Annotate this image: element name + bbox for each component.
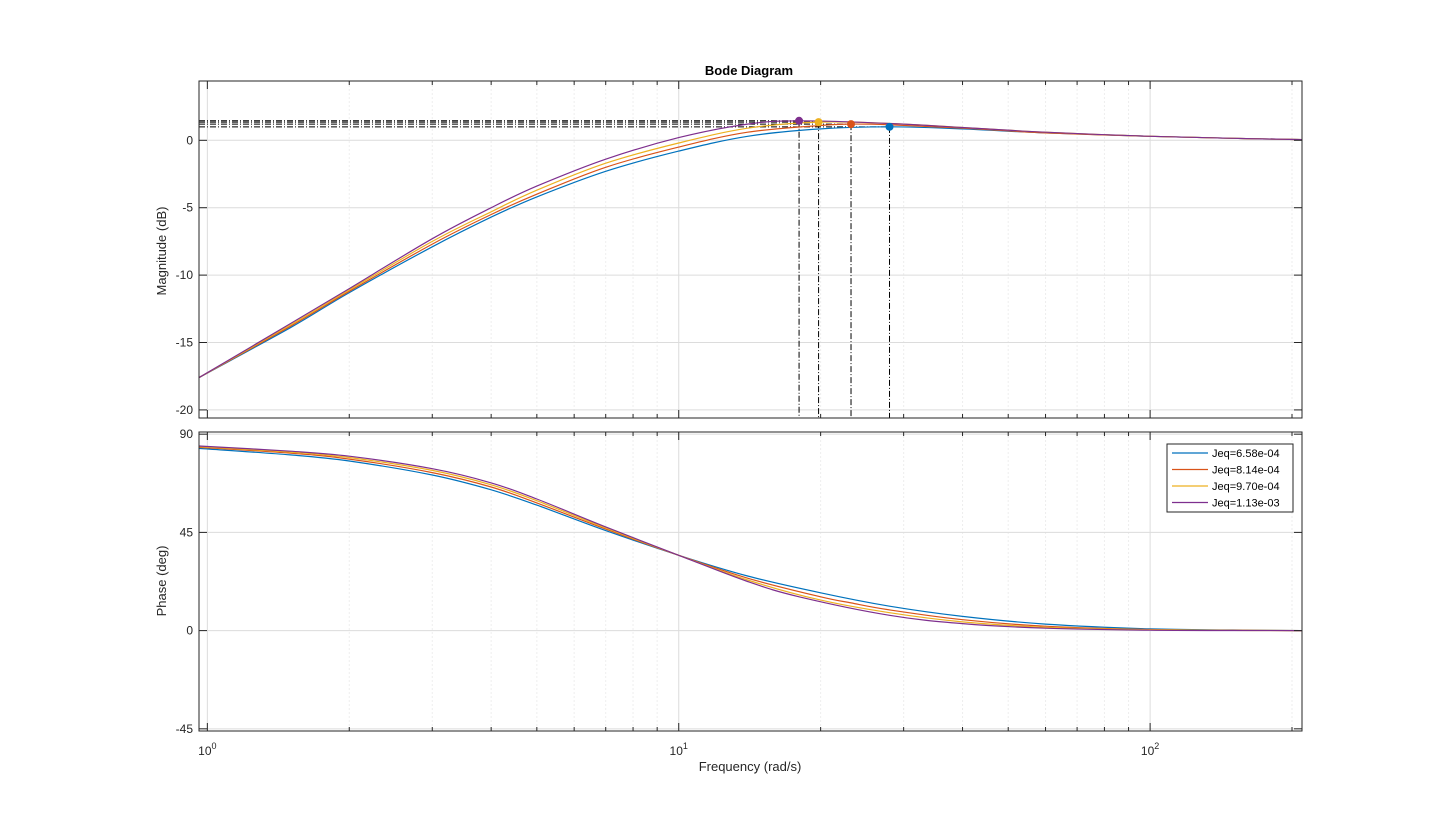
peak-marker [795,116,804,125]
legend-entry-label: Jeq=6.58e-04 [1212,448,1280,460]
phase-series-line [199,445,1302,632]
y-tick-label: -20 [176,403,194,417]
phase-ylabel: Phase (deg) [154,546,169,617]
legend: Jeq=6.58e-04 Jeq=8.14e-04 Jeq=9.70e-04 Jeq=… [1166,443,1294,513]
legend-entry-label: Jeq=8.14e-04 [1212,465,1280,477]
y-tick-label: 0 [186,133,193,147]
x-tick-label: 102 [1141,741,1159,758]
x-tick-label: 101 [670,741,688,758]
magnitude-ylabel: Magnitude (dB) [154,207,169,296]
y-tick-label: -10 [176,268,194,282]
chart-title: Bode Diagram [705,63,793,78]
phase-axes: 90 45 0 -45 [176,427,1303,736]
y-tick-label: -15 [176,336,194,350]
legend-entry-label: Jeq=1.13e-03 [1212,498,1280,510]
legend-entry-label: Jeq=9.70e-04 [1212,481,1280,493]
x-axis-label: Frequency (rad/s) [699,759,802,774]
peak-marker [885,122,894,131]
magnitude-axes: 0 -5 -10 -15 -20 [176,80,1303,419]
peak-marker [814,118,823,127]
phase-series-line [199,447,1302,632]
magnitude-series-line [199,120,1302,379]
x-tick-labels: 100 101 102 [198,741,1159,758]
y-tick-label: -5 [182,201,193,215]
y-tick-label: -45 [176,722,194,736]
x-tick-label: 100 [198,741,216,758]
y-tick-label: 0 [186,624,193,638]
y-tick-label: 90 [180,427,194,441]
peak-marker [847,120,856,129]
y-tick-label: 45 [180,525,194,539]
